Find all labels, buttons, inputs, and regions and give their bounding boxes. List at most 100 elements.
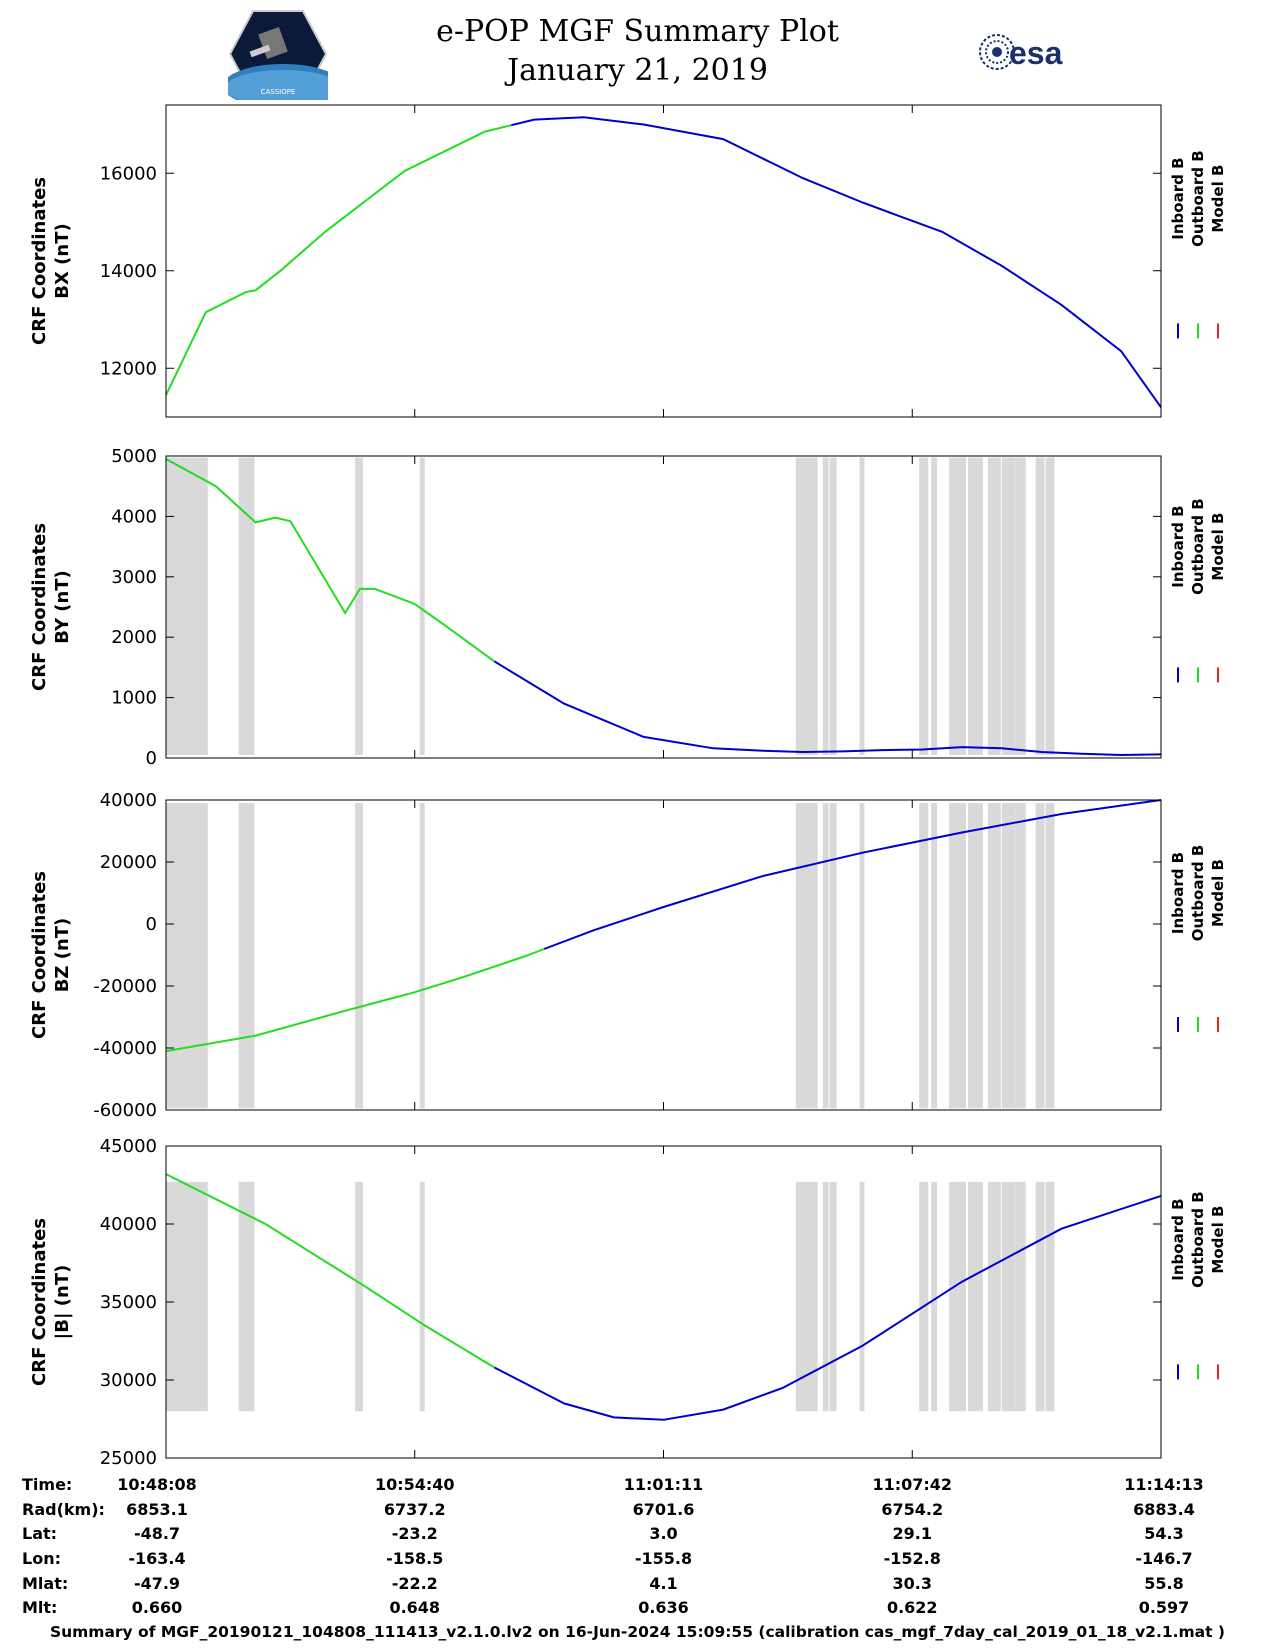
y-axis-label-line: CRF Coordinates [29, 523, 50, 691]
data-gap-band [1001, 803, 1016, 1109]
info-cell: 6737.2 [383, 1500, 446, 1519]
page-subtitle: January 21, 2019 [507, 53, 768, 88]
data-gap-band [822, 457, 829, 755]
info-cell: 3.0 [649, 1524, 678, 1543]
info-cell: 10:48:08 [117, 1475, 197, 1494]
legend-label: Model B [1209, 165, 1227, 233]
data-gap-band [1015, 1181, 1026, 1412]
info-cell: -23.2 [391, 1524, 438, 1543]
data-gap-band [355, 1181, 364, 1412]
panel-2: 0 1000 2000 3000 4000 5000 CRF Coordinates BY (… [29, 446, 1227, 769]
esa-logo: esa [975, 30, 1095, 74]
panel-1: 12000 14000 16000 CRF Coordinates BX (nT) Inb… [29, 104, 1227, 418]
info-row-label: Time: [22, 1475, 73, 1494]
svg-text:CASSIOPE: CASSIOPE [261, 88, 296, 96]
data-gap-band [822, 803, 829, 1109]
legend-label: Inboard B [1169, 852, 1187, 934]
y-tick-label: 40000 [100, 790, 157, 811]
data-gap-band [919, 457, 929, 755]
y-axis-label-line: BY (nT) [52, 570, 73, 644]
y-axis-label-line: CRF Coordinates [29, 871, 50, 1039]
y-axis-label: CRF Coordinates BX (nT) [29, 177, 73, 345]
data-gap-band [967, 1181, 983, 1412]
info-cell: 0.597 [1138, 1598, 1190, 1617]
data-gap-band [967, 457, 983, 755]
y-tick-label: 20000 [100, 852, 157, 873]
data-gap-band [829, 457, 837, 755]
info-cell: -155.8 [634, 1549, 693, 1568]
info-row-label: Lat: [22, 1524, 58, 1543]
y-axis-label-line: CRF Coordinates [29, 1218, 50, 1386]
info-cell: 6754.2 [881, 1500, 944, 1519]
data-gap-band [987, 803, 1001, 1109]
y-axis-label: CRF Coordinates |B| (nT) [29, 1218, 73, 1386]
info-cell: -48.7 [133, 1524, 181, 1543]
legend: Inboard B Outboard B Model B [1169, 150, 1227, 339]
panel-3: -60000 -40000 -20000 0 20000 40000 CRF Coordin… [29, 790, 1227, 1121]
data-gap-band [419, 1181, 425, 1412]
y-tick-label: 45000 [100, 1136, 157, 1157]
y-tick-label: 3000 [111, 567, 157, 588]
y-tick-label: 2000 [111, 627, 157, 648]
data-gap-band [967, 803, 983, 1109]
data-gap-band [166, 1181, 208, 1412]
data-gap-band [949, 457, 966, 755]
data-gap-band [987, 457, 1001, 755]
data-gap-band [1045, 1181, 1055, 1412]
series-line-inboard-b [511, 116, 1162, 408]
info-cell: -22.2 [391, 1574, 438, 1593]
info-cell: 30.3 [892, 1574, 932, 1593]
data-gap-band [829, 1181, 837, 1412]
legend-label: Model B [1209, 513, 1227, 581]
info-row-label: Mlt: [22, 1598, 58, 1617]
data-gap-band [931, 1181, 938, 1412]
data-gap-band [795, 803, 818, 1109]
info-cell: 55.8 [1144, 1574, 1184, 1593]
data-gap-band [859, 457, 865, 755]
info-cell: -158.5 [386, 1549, 444, 1568]
info-cell: 4.1 [649, 1574, 678, 1593]
info-cell: 29.1 [892, 1524, 932, 1543]
series-line-outboard-b [165, 458, 495, 663]
y-axis-label-line: |B| (nT) [52, 1265, 73, 1340]
data-gap-band [1035, 1181, 1045, 1412]
info-cell: 11:01:11 [623, 1475, 704, 1494]
y-axis-label: CRF Coordinates BZ (nT) [29, 871, 73, 1039]
legend-label: Model B [1209, 859, 1227, 927]
data-gap-band [1035, 803, 1045, 1109]
data-gap-band [931, 803, 938, 1109]
y-tick-label: 4000 [111, 506, 157, 527]
data-gap-band [859, 1181, 865, 1412]
data-gap-band [355, 457, 364, 755]
info-cell: 11:07:42 [872, 1475, 953, 1494]
info-cell: 10:54:40 [374, 1475, 455, 1494]
y-tick-label: 0 [146, 914, 157, 935]
y-tick-label: 35000 [100, 1292, 157, 1313]
data-gap-band [238, 1181, 255, 1412]
legend-label: Inboard B [1169, 157, 1187, 239]
series-line-inboard-b [493, 660, 1162, 757]
info-cell: 6853.1 [126, 1500, 188, 1519]
data-gap-band [166, 457, 208, 755]
data-gap-band [1015, 457, 1026, 755]
y-tick-label: 5000 [111, 446, 157, 467]
plot-frame [165, 104, 1162, 418]
page-title: e-POP MGF Summary Plot [436, 14, 839, 49]
y-axis-label-line: BX (nT) [52, 223, 73, 298]
series-line-inboard-b [493, 1194, 1162, 1421]
info-cell: 6883.4 [1133, 1500, 1195, 1519]
data-gap-band [919, 803, 929, 1109]
legend-label: Outboard B [1189, 1191, 1207, 1288]
legend-label: Outboard B [1189, 498, 1207, 595]
y-tick-label: 25000 [100, 1448, 157, 1469]
y-tick-label: -20000 [93, 976, 157, 997]
data-gap-band [949, 803, 966, 1109]
y-tick-label: 0 [146, 748, 157, 769]
y-axis-label-line: CRF Coordinates [29, 177, 50, 345]
info-cell: 6701.6 [632, 1500, 695, 1519]
y-tick-label: -60000 [93, 1100, 157, 1121]
series-line-inboard-b [543, 799, 1162, 950]
data-gap-band [949, 1181, 966, 1412]
y-axis-label-line: BZ (nT) [52, 918, 73, 993]
